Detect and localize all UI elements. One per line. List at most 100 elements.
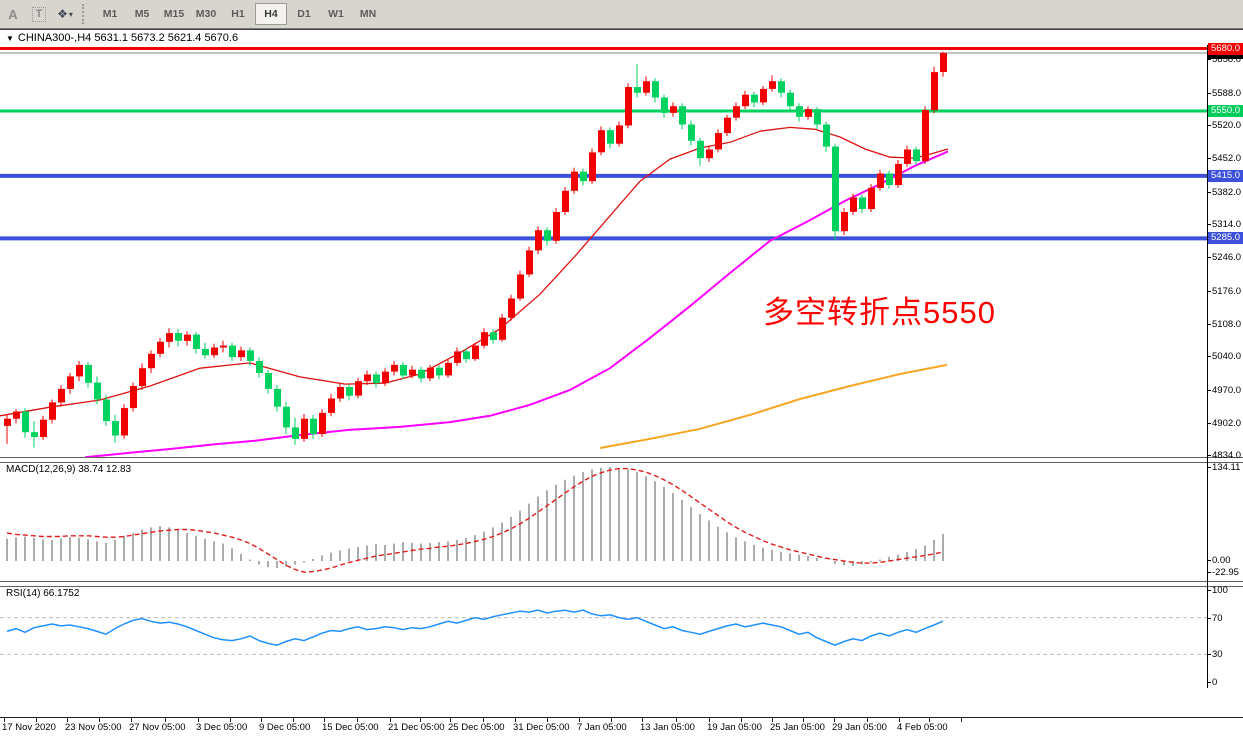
time-axis-tick <box>709 718 710 722</box>
chart-canvas[interactable] <box>0 30 1243 709</box>
time-axis-tick <box>961 718 962 722</box>
rsi-tick-mark <box>1207 682 1211 683</box>
panel-splitter-macd[interactable] <box>0 457 1243 463</box>
timeframe-button-H1[interactable]: H1 <box>231 8 245 20</box>
chart-title-row: ▼ CHINA300-,H4 5631.1 5673.2 5621.4 5670.… <box>0 32 1243 46</box>
macd-signal-line <box>6 467 944 573</box>
time-axis-tick <box>611 718 612 722</box>
text-box-icon: T <box>31 6 47 22</box>
price-tick-mark <box>1207 423 1211 424</box>
rsi-indicator-title: RSI(14) 66.1752 <box>6 588 80 599</box>
macd-tick-mark <box>1207 572 1211 573</box>
timeframe-button-MN[interactable]: MN <box>359 8 377 20</box>
macd-tick-mark <box>1207 560 1211 561</box>
chart-window[interactable]: ▼ CHINA300-,H4 5631.1 5673.2 5621.4 5670.… <box>0 29 1243 739</box>
price-tick-mark <box>1207 59 1211 60</box>
price-tick-label: 5452.0 <box>1212 153 1242 164</box>
price-tick-mark <box>1207 455 1211 456</box>
price-tick-mark <box>1207 324 1211 325</box>
price-tick-label: 5176.0 <box>1212 286 1242 297</box>
time-axis-label: 13 Jan 05:00 <box>640 722 695 733</box>
time-axis-tick <box>803 718 804 722</box>
macd-tick-label: 134.11 <box>1212 462 1241 473</box>
price-tick-mark <box>1207 158 1211 159</box>
timeframe-button-W1[interactable]: W1 <box>328 8 344 20</box>
timeframe-button-M30[interactable]: M30 <box>195 8 217 20</box>
text-box-tool-button[interactable]: T <box>26 3 52 25</box>
macd-indicator-title: MACD(12,26,9) 38.74 12.83 <box>6 464 132 475</box>
price-tick-label: 5588.0 <box>1212 88 1242 99</box>
timeframe-button-M15[interactable]: M15 <box>163 8 185 20</box>
time-axis-label: 17 Nov 2020 <box>2 722 56 733</box>
price-badge-5680.0: 5680.0 <box>1208 43 1243 55</box>
rsi-line <box>6 609 944 647</box>
price-tick-label: 5314.0 <box>1212 219 1242 230</box>
rsi-tick-mark <box>1207 618 1211 619</box>
time-axis-tick <box>390 718 391 722</box>
time-axis-label: 7 Jan 05:00 <box>577 722 627 733</box>
rsi-tick-label: 70 <box>1212 613 1223 624</box>
text-label-tool-button[interactable]: A <box>8 6 18 22</box>
time-axis-tick <box>99 718 100 722</box>
time-axis-tick <box>547 718 548 722</box>
time-axis-tick <box>261 718 262 722</box>
time-axis-tick <box>4 718 5 722</box>
price-tick-label: 5520.0 <box>1212 120 1242 131</box>
ma-orange <box>599 363 948 449</box>
chart-svg[interactable] <box>0 30 1243 709</box>
rsi-tick-label: 0 <box>1212 677 1218 688</box>
chart-title-text: CHINA300-,H4 5631.1 5673.2 5621.4 5670.6 <box>17 32 239 44</box>
time-axis[interactable]: 17 Nov 2020 23 Nov 05:00 27 Nov 05:00 3 Dec… <box>0 717 1243 739</box>
time-axis-tick <box>772 718 773 722</box>
price-tick-label: 4970.0 <box>1212 385 1242 396</box>
time-axis-tick <box>515 718 516 722</box>
time-axis-label: 3 Dec 05:00 <box>196 722 248 733</box>
toolbar-grip-handle[interactable] <box>82 4 90 24</box>
price-tick-mark <box>1207 93 1211 94</box>
time-axis-tick <box>741 718 742 722</box>
price-tick-label: 5658.0 <box>1212 54 1242 65</box>
price-badge-5285.0: 5285.0 <box>1208 232 1243 244</box>
macd-tick-label: -22.95 <box>1212 567 1239 578</box>
time-axis-tick <box>483 718 484 722</box>
candlesticks <box>4 51 947 448</box>
price-tick-mark <box>1207 224 1211 225</box>
rsi-tick-mark <box>1207 654 1211 655</box>
timeframe-button-H4[interactable]: H4 <box>255 3 287 25</box>
time-axis-label: 19 Jan 05:00 <box>707 722 762 733</box>
time-axis-tick <box>165 718 166 722</box>
rsi-panel <box>0 609 1207 655</box>
time-axis-tick <box>899 718 900 722</box>
time-axis-tick <box>867 718 868 722</box>
time-axis-label: 27 Nov 05:00 <box>129 722 186 733</box>
time-axis-tick <box>198 718 199 722</box>
time-axis-tick <box>420 718 421 722</box>
cursor-style-dropdown-button[interactable]: ❖ ▾ <box>52 3 78 25</box>
time-axis-tick <box>450 718 451 722</box>
price-axis-line <box>1207 45 1208 688</box>
price-tick-mark <box>1207 390 1211 391</box>
time-axis-tick <box>324 718 325 722</box>
time-axis-label: 25 Dec 05:00 <box>448 722 505 733</box>
timeframe-button-D1[interactable]: D1 <box>297 8 311 20</box>
price-tick-label: 4834.0 <box>1212 450 1242 461</box>
collapse-triangle-icon[interactable]: ▼ <box>6 34 14 43</box>
main-price-panel <box>0 47 1207 459</box>
timeframe-button-M5[interactable]: M5 <box>134 8 150 20</box>
time-axis-label: 23 Nov 05:00 <box>65 722 122 733</box>
timeframe-button-strip: M1 M5 M15 M30 H1 H4 D1 W1 MN <box>94 3 384 25</box>
panel-splitter-rsi[interactable] <box>0 581 1243 587</box>
time-axis-label: 21 Dec 05:00 <box>388 722 445 733</box>
price-tick-label: 5246.0 <box>1212 252 1242 263</box>
price-tick-label: 5382.0 <box>1212 187 1242 198</box>
time-axis-tick <box>929 718 930 722</box>
macd-panel <box>6 467 944 573</box>
macd-tick-mark <box>1207 467 1211 468</box>
price-tick-mark <box>1207 192 1211 193</box>
price-tick-label: 4902.0 <box>1212 418 1242 429</box>
rsi-tick-label: 30 <box>1212 649 1223 660</box>
dropdown-caret-icon: ▾ <box>68 9 73 19</box>
timeframe-button-M1[interactable]: M1 <box>102 8 118 20</box>
time-axis-tick <box>357 718 358 722</box>
